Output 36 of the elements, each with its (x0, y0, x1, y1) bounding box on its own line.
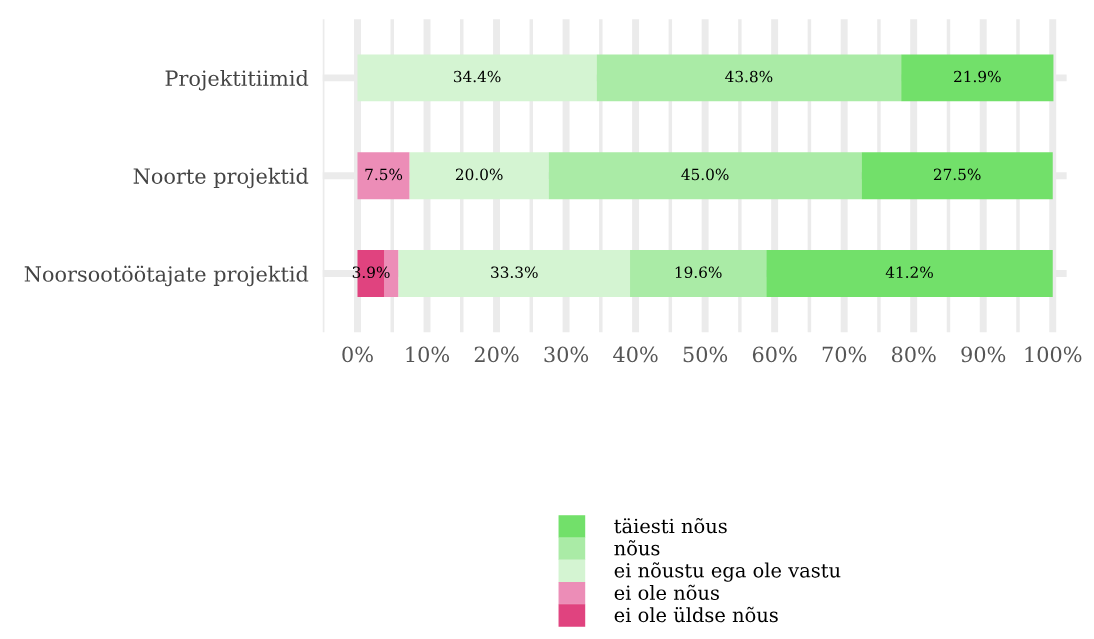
x-tick-label: 10% (406, 346, 450, 363)
x-tick-label: 70% (822, 346, 867, 363)
bar (630, 250, 767, 298)
data-label: 20.0% (455, 168, 503, 181)
data-label: 41.2% (885, 266, 933, 278)
x-tick-label: 20% (474, 346, 519, 363)
data-label: 34.4% (453, 70, 501, 83)
x-tick-label: 0% (342, 346, 373, 363)
x-tick-label: 60% (752, 346, 797, 363)
bar (357, 152, 410, 200)
data-label: 21.9% (954, 70, 1001, 83)
x-tick-label: 40% (613, 346, 658, 363)
legend-label: täiesti nõus (614, 517, 727, 534)
bar (861, 152, 1053, 200)
data-label: 43.8% (725, 70, 773, 83)
legend-label: nõus (614, 540, 660, 556)
y-tick-label: Projektitiimid (165, 69, 309, 91)
data-label: 19.6% (675, 266, 722, 278)
data-label: 7.5% (365, 168, 403, 181)
bar (357, 54, 597, 102)
x-tick-label: 100% (1025, 346, 1082, 363)
legend-label: ei ole üldse nõus (614, 606, 778, 623)
bar (409, 152, 549, 200)
bar (398, 250, 631, 298)
legend-label: ei ole nõus (614, 584, 719, 601)
x-tick-label: 90% (961, 346, 1006, 363)
bar (901, 54, 1054, 102)
data-label: 33.3% (491, 266, 538, 278)
data-label: 27.5% (933, 168, 981, 181)
data-label: 45.0% (681, 168, 729, 181)
x-tick-label: 50% (683, 346, 728, 363)
legend-label: ei nõustu ega ole vastu (614, 562, 841, 582)
x-tick-label: 80% (891, 346, 936, 363)
y-tick-label: Noorte projektid (133, 167, 309, 189)
x-tick-label: 30% (544, 346, 589, 363)
y-tick-label: Noorsootöötajate projektid (24, 265, 309, 287)
